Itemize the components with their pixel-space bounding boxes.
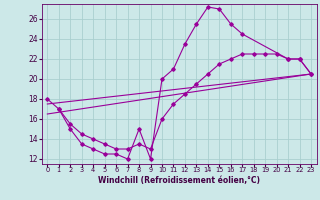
X-axis label: Windchill (Refroidissement éolien,°C): Windchill (Refroidissement éolien,°C) (98, 176, 260, 185)
